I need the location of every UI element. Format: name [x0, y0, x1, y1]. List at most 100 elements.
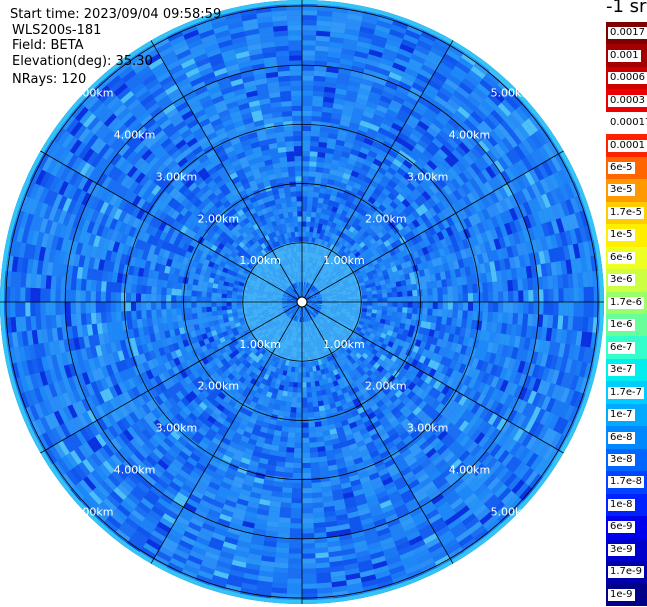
ppi-cell — [215, 227, 224, 236]
ppi-cell — [411, 384, 421, 394]
ppi-cell — [367, 388, 375, 396]
ppi-cell — [305, 316, 309, 322]
ppi-cell — [411, 446, 423, 457]
ppi-cell — [221, 158, 232, 167]
ppi-cell — [313, 227, 318, 234]
ppi-cell — [302, 246, 305, 252]
ppi-cell — [96, 323, 104, 335]
ppi-cell — [299, 281, 302, 287]
ppi-cell — [279, 218, 286, 225]
ppi-cell — [236, 325, 243, 331]
ppi-cell — [243, 269, 250, 275]
ppi-cell — [441, 365, 450, 376]
ppi-cell — [378, 192, 388, 201]
ppi-cell — [257, 359, 264, 366]
ppi-cell — [330, 479, 341, 486]
ppi-cell — [490, 271, 498, 283]
ppi-cell — [349, 327, 356, 333]
ppi-cell — [308, 366, 314, 373]
ppi-cell — [320, 336, 325, 343]
ppi-cell — [171, 281, 178, 289]
ppi-cell — [298, 271, 301, 277]
ppi-cell — [261, 270, 267, 276]
ppi-cell — [158, 347, 166, 357]
ppi-cell — [305, 226, 310, 232]
ppi-cell — [309, 307, 315, 312]
ppi-cell — [392, 140, 404, 151]
ppi-cell — [338, 272, 345, 278]
ppi-cell — [438, 331, 445, 340]
ppi-cell — [206, 311, 213, 317]
ppi-cell — [305, 305, 309, 310]
ppi-cell — [288, 422, 296, 428]
ppi-cell — [251, 230, 259, 237]
ppi-cell — [229, 388, 237, 396]
ppi-cell — [317, 299, 323, 302]
ppi-cell — [189, 123, 202, 134]
ppi-cell — [338, 316, 345, 321]
ppi-cell — [262, 277, 269, 282]
ppi-cell — [286, 151, 295, 157]
ppi-cell — [332, 228, 339, 235]
ppi-cell — [200, 344, 208, 353]
ppi-cell — [116, 282, 122, 293]
ppi-cell — [285, 375, 291, 382]
ppi-cell — [280, 279, 286, 285]
ppi-cell — [323, 286, 329, 291]
ppi-cell — [354, 346, 361, 353]
ppi-cell — [294, 326, 297, 332]
ppi-cell — [205, 394, 215, 403]
ppi-cell — [324, 152, 334, 160]
ppi-cell — [195, 131, 207, 142]
ppi-cell — [467, 337, 475, 348]
ppi-cell — [376, 372, 385, 381]
ppi-cell — [268, 289, 274, 293]
ppi-cell — [333, 283, 339, 288]
ppi-cell — [407, 213, 417, 223]
ppi-cell — [429, 184, 439, 195]
ppi-cell — [310, 293, 315, 297]
ppi-cell — [308, 278, 312, 284]
ppi-cell — [228, 441, 239, 450]
ppi-cell — [310, 216, 316, 223]
ppi-cell — [289, 324, 293, 331]
ppi-cell — [460, 183, 471, 196]
ppi-cell — [277, 224, 283, 231]
ppi-cell — [168, 462, 181, 474]
ppi-cell — [305, 326, 309, 332]
ppi-cell — [279, 280, 285, 286]
ppi-cell — [330, 311, 336, 315]
ppi-cell — [309, 292, 315, 297]
ppi-cell — [148, 350, 157, 360]
ppi-cell — [412, 406, 422, 416]
ppi-cell — [302, 95, 313, 101]
ppi-cell — [391, 342, 399, 350]
ppi-cell — [250, 279, 257, 284]
ppi-cell — [218, 109, 230, 119]
ppi-cell — [336, 293, 342, 297]
ppi-cell — [253, 313, 259, 318]
ppi-cell — [331, 206, 339, 213]
ppi-cell — [439, 356, 448, 366]
ppi-cell — [323, 230, 330, 237]
ppi-cell — [339, 314, 346, 319]
ppi-cell — [254, 391, 262, 399]
ppi-cell — [167, 273, 174, 282]
ppi-cell — [229, 320, 235, 326]
ppi-cell — [302, 145, 311, 152]
ppi-cell — [302, 352, 305, 358]
ppi-cell — [311, 335, 315, 341]
ppi-cell — [480, 320, 488, 332]
ppi-cell — [198, 193, 208, 203]
ppi-cell — [407, 381, 417, 391]
ppi-cell — [423, 238, 431, 247]
ppi-cell — [325, 292, 332, 296]
ppi-cell — [406, 425, 417, 435]
ppi-cell — [322, 378, 329, 385]
ppi-cell — [290, 285, 294, 290]
ppi-cell — [152, 447, 164, 460]
ppi-cell — [366, 327, 373, 333]
ppi-cell — [293, 145, 302, 152]
ppi-cell — [145, 293, 152, 302]
ppi-cell — [363, 322, 370, 328]
